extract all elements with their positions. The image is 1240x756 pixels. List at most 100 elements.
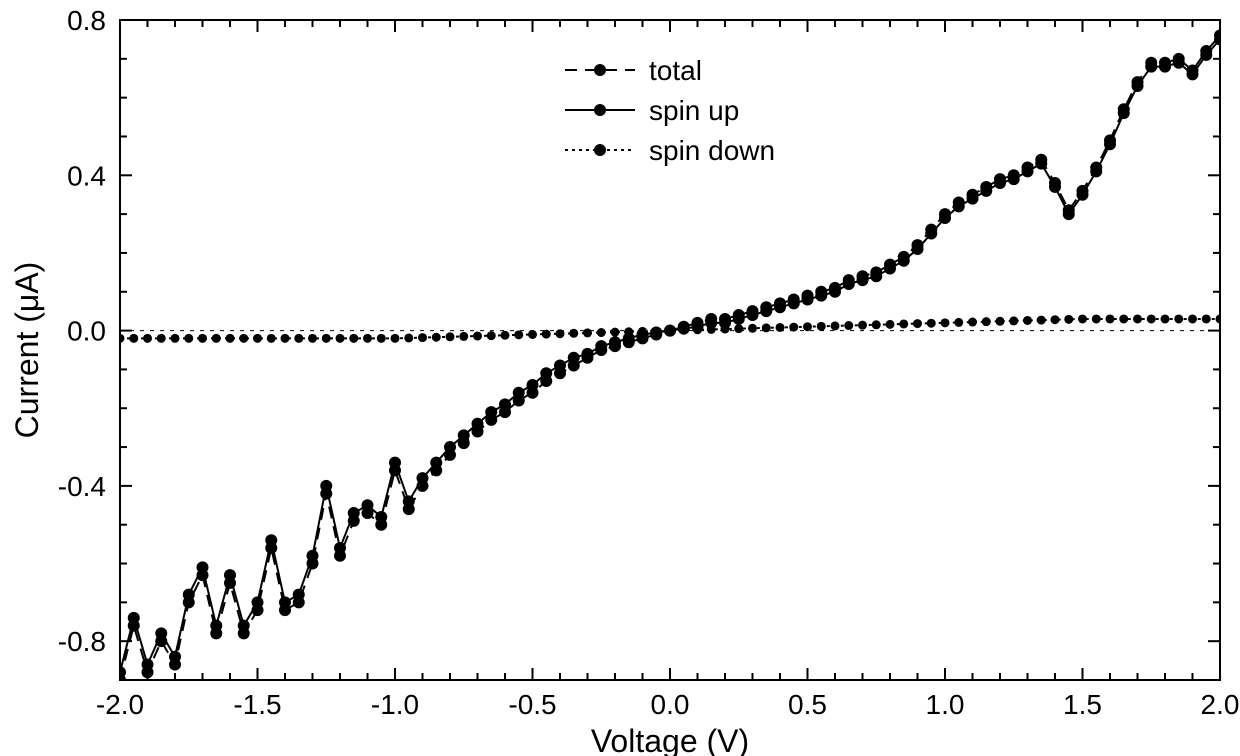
iv-chart: -2.0-1.5-1.0-0.50.00.51.01.52.0-0.8-0.40… xyxy=(0,0,1240,756)
series-marker-spinup xyxy=(403,495,415,507)
series-marker-spinup xyxy=(458,429,470,441)
series-marker-spindown xyxy=(322,334,331,343)
legend: totalspin upspin down xyxy=(565,55,775,166)
series-marker-spindown xyxy=(817,322,826,331)
series-marker-spinup xyxy=(568,352,580,364)
series-marker-spinup xyxy=(527,379,539,391)
series-marker-spindown xyxy=(184,334,193,343)
series-marker-spinup xyxy=(224,569,236,581)
y-axis-label: Current (μA) xyxy=(9,262,45,439)
series-marker-spinup xyxy=(293,589,305,601)
series-marker-spindown xyxy=(913,319,922,328)
series-marker-spindown xyxy=(1009,316,1018,325)
series-marker-spindown xyxy=(748,324,757,333)
series-marker-spinup xyxy=(444,441,456,453)
series-marker-spinup xyxy=(609,336,621,348)
series-marker-spinup xyxy=(884,262,896,274)
series-marker-spinup xyxy=(513,387,525,399)
y-tick-label: 0.4 xyxy=(67,160,106,191)
series-marker-spinup xyxy=(650,327,662,339)
series-marker-spinup xyxy=(705,317,717,329)
series-marker-spinup xyxy=(815,290,827,302)
series-marker-spinup xyxy=(1104,138,1116,150)
series-marker-spindown xyxy=(1064,315,1073,324)
y-tick-label: -0.8 xyxy=(58,626,106,657)
x-tick-label: 1.0 xyxy=(926,689,965,720)
series-marker-spinup xyxy=(142,658,154,670)
series-marker-spindown xyxy=(1174,314,1183,323)
series-marker-spinup xyxy=(898,255,910,267)
series-marker-spinup xyxy=(829,286,841,298)
series-marker-spindown xyxy=(528,330,537,339)
series-marker-spinup xyxy=(1118,107,1130,119)
series-marker-spinup xyxy=(252,596,264,608)
series-marker-spindown xyxy=(583,328,592,337)
series-marker-spinup xyxy=(485,406,497,418)
series-marker-spinup xyxy=(417,472,429,484)
series-marker-spindown xyxy=(858,321,867,330)
series-marker-spindown xyxy=(1147,314,1156,323)
series-marker-spindown xyxy=(212,334,221,343)
series-marker-spindown xyxy=(927,319,936,328)
series-marker-spinup xyxy=(774,301,786,313)
series-line-total xyxy=(120,36,1220,680)
series-marker-spindown xyxy=(116,334,125,343)
series-marker-spindown xyxy=(226,334,235,343)
series-marker-spindown xyxy=(954,318,963,327)
series-marker-spinup xyxy=(760,305,772,317)
series-marker-spindown xyxy=(996,317,1005,326)
series-marker-spindown xyxy=(129,334,138,343)
y-tick-label: 0.8 xyxy=(67,5,106,36)
series-marker-spinup xyxy=(210,620,222,632)
series-marker-spindown xyxy=(418,333,427,342)
series-marker-spinup xyxy=(362,499,374,511)
series-marker-spinup xyxy=(1214,33,1226,45)
series-marker-spindown xyxy=(1188,314,1197,323)
series-marker-spinup xyxy=(238,620,250,632)
series-marker-spindown xyxy=(501,331,510,340)
series-marker-spinup xyxy=(1035,158,1047,170)
series-marker-spindown xyxy=(253,334,262,343)
series-marker-spindown xyxy=(1051,315,1060,324)
series-marker-spinup xyxy=(499,398,511,410)
series-marker-spinup xyxy=(912,243,924,255)
x-tick-label: 2.0 xyxy=(1201,689,1240,720)
series-marker-spinup xyxy=(595,340,607,352)
series-marker-spindown xyxy=(968,318,977,327)
x-tick-label: -0.5 xyxy=(508,689,556,720)
series-marker-spinup xyxy=(183,589,195,601)
series-marker-spinup xyxy=(169,651,181,663)
series-marker-spindown xyxy=(336,334,345,343)
series-marker-spindown xyxy=(294,334,303,343)
series-marker-spindown xyxy=(514,330,523,339)
x-tick-label: 0.0 xyxy=(651,689,690,720)
y-tick-label: 0.0 xyxy=(67,316,106,347)
series-marker-spindown xyxy=(1133,314,1142,323)
series-marker-spindown xyxy=(239,334,248,343)
series-marker-spinup xyxy=(472,418,484,430)
series-marker-spinup xyxy=(980,185,992,197)
series-marker-spinup xyxy=(389,457,401,469)
series-marker-spindown xyxy=(473,332,482,341)
legend-label-spinup: spin up xyxy=(649,95,739,126)
series-marker-spinup xyxy=(1090,165,1102,177)
series-marker-spindown xyxy=(404,333,413,342)
series-marker-spindown xyxy=(1078,314,1087,323)
series-marker-spinup xyxy=(692,321,704,333)
series-marker-spinup xyxy=(925,228,937,240)
series-marker-spindown xyxy=(157,334,166,343)
series-marker-spindown xyxy=(1106,314,1115,323)
series-marker-spinup xyxy=(1200,49,1212,61)
series-marker-spindown xyxy=(377,334,386,343)
series-marker-spindown xyxy=(872,320,881,329)
series-marker-spindown xyxy=(281,334,290,343)
series-marker-spindown xyxy=(267,334,276,343)
series-marker-spindown xyxy=(776,323,785,332)
x-tick-label: -1.5 xyxy=(233,689,281,720)
series-marker-spindown xyxy=(1161,314,1170,323)
series-marker-spindown xyxy=(1023,316,1032,325)
series-marker-spinup xyxy=(430,457,442,469)
series-marker-spindown xyxy=(1092,314,1101,323)
series-marker-spindown xyxy=(487,331,496,340)
series-marker-spindown xyxy=(1119,314,1128,323)
